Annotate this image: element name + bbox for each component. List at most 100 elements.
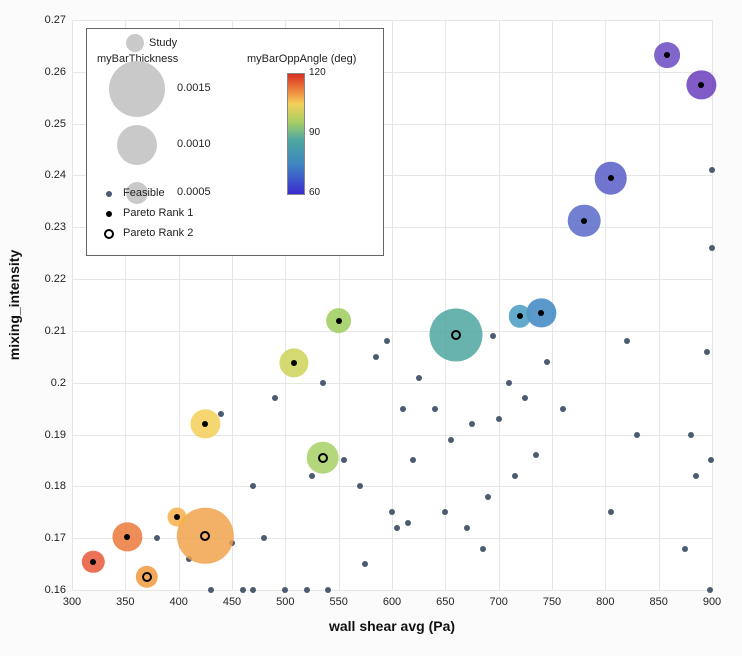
feasible-point [634,432,640,438]
y-gridline [72,20,712,21]
x-tick-label: 800 [596,596,614,608]
feasible-point [218,411,224,417]
legend-colorbar-tick: 120 [309,67,326,78]
y-gridline [72,538,712,539]
x-gridline [499,20,500,590]
pareto-rank1-marker [174,514,180,520]
feasible-point [400,406,406,412]
x-tick-label: 550 [329,596,347,608]
y-gridline [72,486,712,487]
y-tick-label: 0.26 [45,66,66,78]
feasible-point [448,437,454,443]
x-tick-label: 450 [223,596,241,608]
feasible-point [304,587,310,593]
legend-colorbar [287,73,305,195]
feasible-point [240,587,246,593]
pareto-rank1-marker [608,175,614,181]
feasible-point [309,473,315,479]
pareto-rank2-marker [200,531,210,541]
pareto-rank1-marker [538,310,544,316]
legend-size-value: 0.0005 [177,186,211,198]
pareto-rank1-marker [698,82,704,88]
feasible-point [496,416,502,422]
feasible-point [325,587,331,593]
feasible-point [389,509,395,515]
x-gridline [72,20,73,590]
x-gridline [659,20,660,590]
pareto-rank1-marker [517,313,523,319]
x-tick-label: 300 [63,596,81,608]
feasible-point [442,509,448,515]
y-tick-label: 0.27 [45,14,66,26]
x-gridline [712,20,713,590]
y-gridline [72,383,712,384]
feasible-point [362,561,368,567]
pareto-rank1-marker [202,421,208,427]
feasible-point [624,338,630,344]
legend-pareto2-label: Pareto Rank 2 [123,227,193,239]
feasible-point [560,406,566,412]
feasible-point [416,375,422,381]
y-gridline [72,331,712,332]
feasible-point [704,349,710,355]
legend-study-label: Study [149,37,177,49]
x-gridline [445,20,446,590]
legend-pareto1-label: Pareto Rank 1 [123,207,193,219]
legend-size-value: 0.0010 [177,138,211,150]
legend-size-swatch [117,125,157,165]
y-axis-label: mixing_intensity [6,250,22,360]
y-tick-label: 0.25 [45,118,66,130]
feasible-point [469,421,475,427]
feasible-point [544,359,550,365]
legend-colorbar-tick: 60 [309,187,320,198]
legend-colorbar-tick: 90 [309,127,320,138]
pareto-rank2-marker [142,572,152,582]
feasible-point [320,380,326,386]
y-tick-label: 0.16 [45,584,66,596]
feasible-point [688,432,694,438]
feasible-point [708,457,714,463]
feasible-point [485,494,491,500]
x-tick-label: 700 [489,596,507,608]
feasible-point [533,452,539,458]
x-axis-label: wall shear avg (Pa) [329,618,455,634]
feasible-point [208,587,214,593]
pareto-rank1-marker [124,534,130,540]
feasible-point [682,546,688,552]
feasible-point [709,245,715,251]
feasible-point [272,395,278,401]
pareto-rank1-marker [581,218,587,224]
feasible-point [506,380,512,386]
x-tick-label: 600 [383,596,401,608]
pareto-rank1-marker [336,318,342,324]
legend-pareto1-swatch [106,211,112,217]
y-tick-label: 0.17 [45,532,66,544]
y-tick-label: 0.2 [51,377,66,389]
feasible-point [250,587,256,593]
feasible-point [490,333,496,339]
pareto-rank2-marker [318,453,328,463]
x-tick-label: 400 [169,596,187,608]
feasible-point [707,587,713,593]
pareto-rank1-marker [291,360,297,366]
pareto-rank2-marker [451,330,461,340]
pareto-rank1-marker [90,559,96,565]
feasible-point [522,395,528,401]
feasible-point [432,406,438,412]
feasible-point [373,354,379,360]
y-gridline [72,435,712,436]
legend-study-swatch [126,34,144,52]
y-tick-label: 0.21 [45,325,66,337]
feasible-point [709,167,715,173]
x-tick-label: 650 [436,596,454,608]
feasible-point [261,535,267,541]
x-tick-label: 750 [543,596,561,608]
feasible-point [464,525,470,531]
feasible-point [512,473,518,479]
y-tick-label: 0.19 [45,429,66,441]
y-gridline [72,279,712,280]
x-tick-label: 500 [276,596,294,608]
pareto-rank1-marker [664,52,670,58]
feasible-point [341,457,347,463]
legend-color-title: myBarOppAngle (deg) [247,53,356,65]
